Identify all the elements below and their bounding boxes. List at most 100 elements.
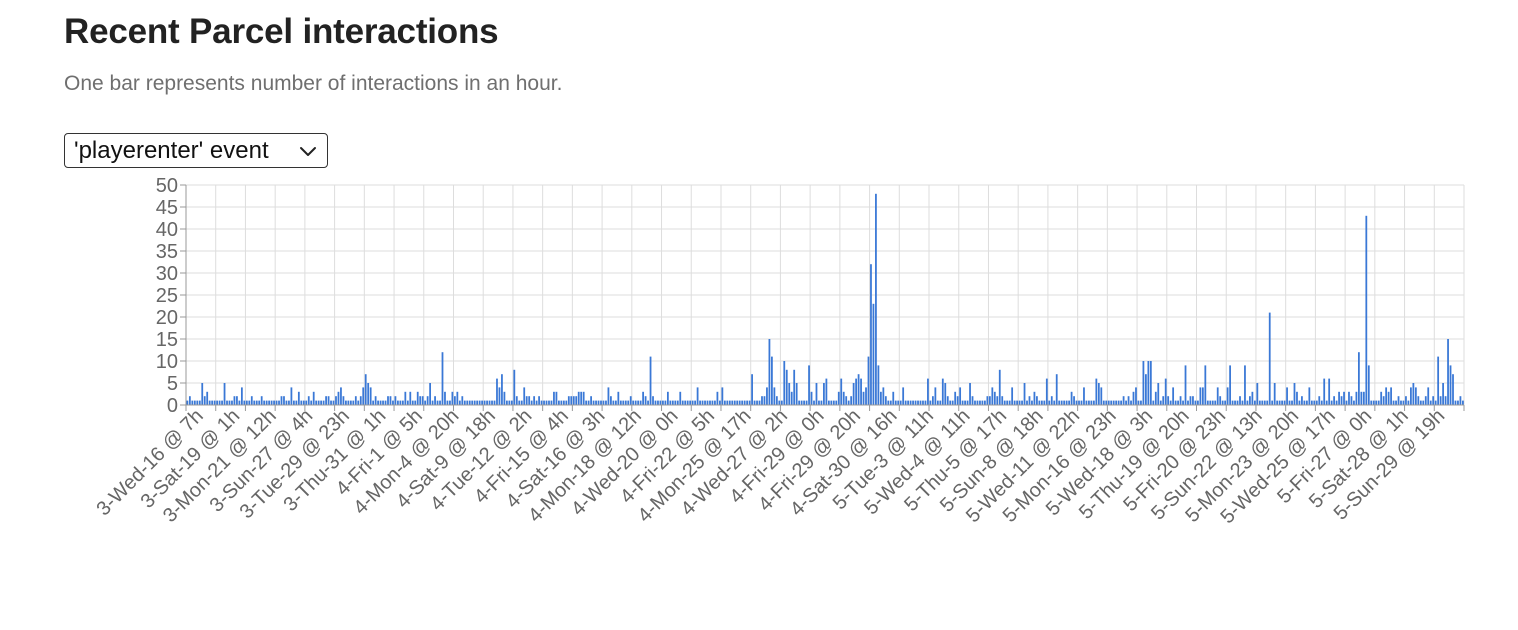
bar bbox=[741, 400, 744, 405]
bar bbox=[525, 396, 528, 405]
bar bbox=[746, 400, 749, 405]
bar bbox=[1229, 365, 1231, 405]
bar bbox=[723, 400, 726, 405]
bar bbox=[243, 400, 246, 405]
bar bbox=[964, 400, 966, 405]
bar bbox=[624, 400, 627, 405]
bar bbox=[763, 396, 766, 405]
bar bbox=[862, 391, 865, 405]
bar bbox=[1097, 383, 1100, 405]
bar bbox=[649, 356, 652, 405]
y-tick-label: 40 bbox=[156, 219, 178, 241]
bar bbox=[936, 400, 939, 405]
bar bbox=[1132, 391, 1135, 405]
bar bbox=[681, 400, 684, 405]
bar bbox=[1343, 391, 1345, 405]
bar bbox=[1395, 400, 1397, 405]
bar bbox=[491, 400, 493, 405]
bar bbox=[582, 391, 585, 405]
bar bbox=[389, 396, 392, 405]
bar bbox=[1112, 400, 1115, 405]
bar bbox=[1281, 400, 1283, 405]
bar bbox=[1382, 396, 1385, 405]
bar bbox=[1350, 396, 1353, 405]
bar bbox=[793, 369, 796, 405]
bar bbox=[733, 400, 736, 405]
bar bbox=[1424, 396, 1427, 405]
bar bbox=[1288, 400, 1291, 405]
event-type-select[interactable]: 'playerenter' event bbox=[64, 133, 328, 168]
bar bbox=[280, 396, 283, 405]
bar bbox=[1038, 400, 1041, 405]
bar bbox=[1266, 400, 1269, 405]
bar bbox=[773, 387, 776, 405]
bar bbox=[572, 396, 575, 405]
bar bbox=[211, 400, 214, 405]
bar bbox=[847, 400, 850, 405]
bar bbox=[1286, 387, 1288, 405]
bar bbox=[550, 400, 553, 405]
bar bbox=[1449, 365, 1452, 405]
bar bbox=[188, 396, 191, 405]
bar bbox=[996, 396, 999, 405]
bar bbox=[345, 400, 347, 405]
bar bbox=[1457, 400, 1459, 405]
bar bbox=[245, 400, 248, 405]
bar bbox=[892, 391, 895, 405]
bar bbox=[518, 400, 521, 405]
y-tick-label: 0 bbox=[167, 395, 178, 417]
bar bbox=[513, 369, 516, 405]
bar bbox=[1375, 400, 1378, 405]
bar bbox=[922, 400, 924, 405]
bar bbox=[647, 400, 649, 405]
bar bbox=[671, 400, 674, 405]
bar bbox=[701, 400, 704, 405]
bar bbox=[1008, 400, 1011, 405]
bar bbox=[619, 400, 622, 405]
bar bbox=[387, 396, 389, 405]
bar bbox=[803, 400, 805, 405]
bar bbox=[223, 383, 226, 405]
bar bbox=[263, 400, 266, 405]
y-tick-label: 15 bbox=[156, 329, 178, 351]
bar bbox=[409, 391, 412, 405]
bar bbox=[213, 400, 216, 405]
bar bbox=[1001, 396, 1004, 405]
bar bbox=[288, 400, 290, 405]
bar bbox=[555, 391, 558, 405]
bar bbox=[696, 387, 699, 405]
bar bbox=[186, 400, 189, 405]
bar bbox=[907, 400, 910, 405]
bar bbox=[1249, 396, 1251, 405]
bar bbox=[1167, 396, 1170, 405]
bar bbox=[444, 391, 446, 405]
bar bbox=[835, 400, 838, 405]
bar bbox=[914, 400, 917, 405]
bar bbox=[813, 400, 815, 405]
bar bbox=[392, 400, 394, 405]
bar bbox=[250, 396, 253, 405]
bar bbox=[1353, 400, 1355, 405]
bar bbox=[317, 400, 320, 405]
bar bbox=[340, 387, 342, 405]
bar bbox=[979, 400, 981, 405]
bar bbox=[367, 383, 370, 405]
bar bbox=[570, 396, 573, 405]
bar bbox=[827, 400, 830, 405]
bar bbox=[924, 400, 927, 405]
bar bbox=[1026, 400, 1028, 405]
bar bbox=[441, 352, 444, 405]
bar bbox=[1239, 396, 1241, 405]
bar bbox=[218, 400, 221, 405]
bar bbox=[362, 387, 365, 405]
bar bbox=[265, 400, 268, 405]
bar bbox=[335, 396, 337, 405]
bar bbox=[258, 400, 261, 405]
bar bbox=[939, 400, 942, 405]
page-subtitle: One bar represents number of interaction… bbox=[64, 72, 563, 95]
bar bbox=[553, 391, 555, 405]
bar bbox=[927, 378, 929, 405]
bar bbox=[374, 396, 377, 405]
bar bbox=[889, 400, 892, 405]
